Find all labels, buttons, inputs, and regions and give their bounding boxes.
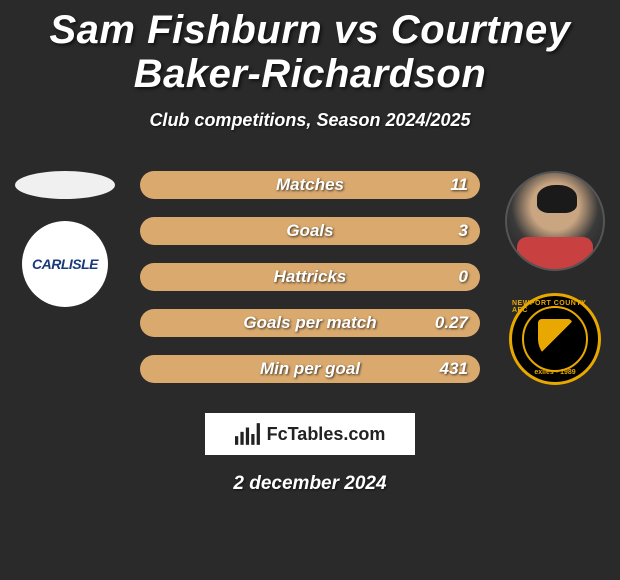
- stat-value: 0: [459, 267, 468, 287]
- player-left-club-badge: CARLISLE: [22, 221, 108, 307]
- stat-row: Min per goal431: [140, 355, 480, 383]
- chart-icon: [235, 423, 261, 445]
- stat-row: Goals per match0.27: [140, 309, 480, 337]
- stat-value: 11: [450, 175, 468, 195]
- stat-value: 431: [440, 359, 468, 379]
- player-left-column: CARLISLE: [10, 171, 120, 307]
- stat-row: Matches11: [140, 171, 480, 199]
- footer-date: 2 december 2024: [0, 473, 620, 495]
- player-right-club-badge: NEWPORT COUNTY AFC exiles • 1989: [509, 293, 601, 385]
- stat-value: 0.27: [435, 313, 468, 333]
- stat-row: Hattricks0: [140, 263, 480, 291]
- player-right-club-bottom: exiles • 1989: [534, 369, 575, 376]
- player-right-column: NEWPORT COUNTY AFC exiles • 1989: [500, 171, 610, 385]
- stat-label: Min per goal: [140, 359, 480, 379]
- comparison-title: Sam Fishburn vs Courtney Baker-Richardso…: [0, 0, 620, 96]
- player-right-club-top: NEWPORT COUNTY AFC: [512, 300, 598, 314]
- stat-row: Goals3: [140, 217, 480, 245]
- stat-label: Goals: [140, 221, 480, 241]
- stat-label: Hattricks: [140, 267, 480, 287]
- brand-logo: FcTables.com: [205, 413, 415, 455]
- stat-label: Goals per match: [140, 313, 480, 333]
- player-left-avatar: [15, 171, 115, 199]
- comparison-chart: CARLISLE Matches11 Goals3 Hattricks0 Goals …: [0, 171, 620, 391]
- stat-value: 3: [459, 221, 468, 241]
- player-left-club-label: CARLISLE: [32, 256, 98, 272]
- brand-label: FcTables.com: [267, 424, 386, 445]
- stat-label: Matches: [140, 175, 480, 195]
- comparison-subtitle: Club competitions, Season 2024/2025: [0, 110, 620, 131]
- player-right-avatar: [505, 171, 605, 271]
- stat-bars: Matches11 Goals3 Hattricks0 Goals per match…: [140, 171, 480, 383]
